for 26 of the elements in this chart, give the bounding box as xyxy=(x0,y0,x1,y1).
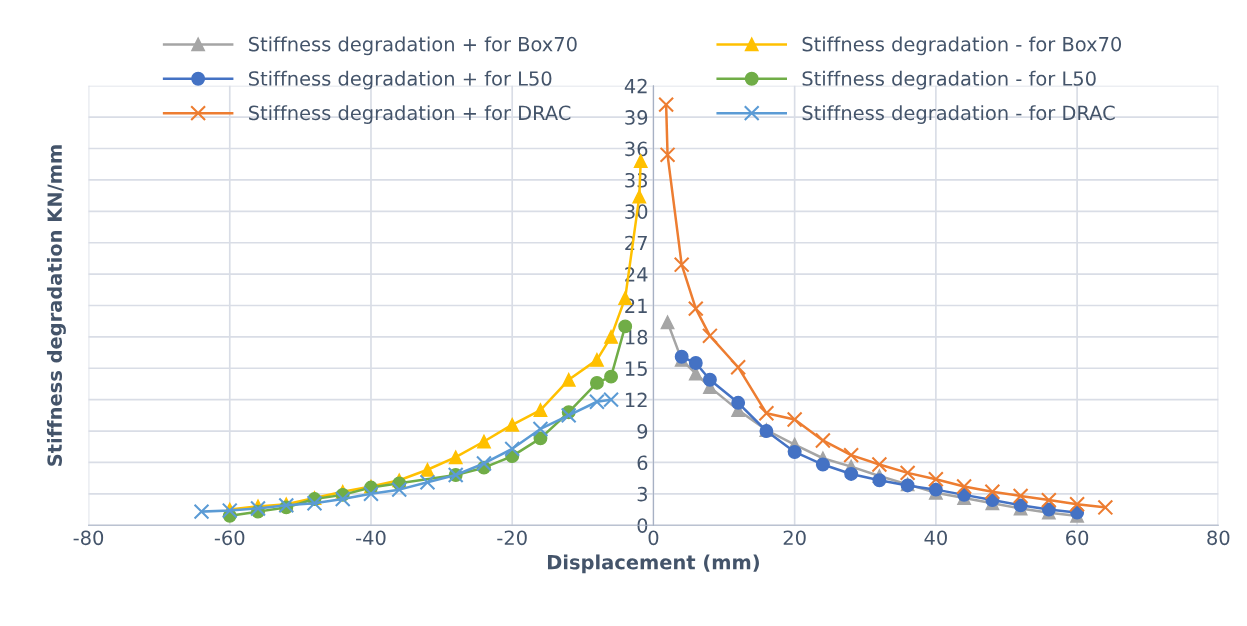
x-tick-label: -60 xyxy=(214,530,245,546)
legend-label: Stiffness degradation + for L50 xyxy=(248,70,552,90)
x-tick-label: 80 xyxy=(1207,530,1230,546)
legend-label: Stiffness degradation - for Box70 xyxy=(802,36,1122,56)
y-tick-label: 36 xyxy=(625,141,648,157)
legend-label: Stiffness degradation + for Box70 xyxy=(248,36,577,56)
y-tick-label: 3 xyxy=(637,486,648,502)
y-tick-label: 6 xyxy=(637,455,648,471)
x-tick-label: 20 xyxy=(783,530,806,546)
x-tick-label: -40 xyxy=(356,530,386,546)
x-tick-label: -80 xyxy=(73,530,104,546)
x-tick-label: 60 xyxy=(1066,530,1089,546)
y-tick-label: 15 xyxy=(625,361,647,376)
y-tick-label: 39 xyxy=(625,110,648,125)
y-tick-label: 0 xyxy=(637,518,648,533)
y-tick-label: 9 xyxy=(637,424,648,439)
x-tick-label: 40 xyxy=(924,530,947,546)
y-axis-title: Stiffness degradation KN/mm xyxy=(46,145,66,466)
legend-label: Stiffness degradation - for L50 xyxy=(802,70,1096,90)
x-axis-title: Displacement (mm) xyxy=(547,554,759,574)
legend-label: Stiffness degradation + for DRAC xyxy=(248,105,571,124)
x-tick-label: -20 xyxy=(497,530,527,546)
x-tick-label: 0 xyxy=(648,530,659,546)
y-tick-label: 12 xyxy=(625,392,647,408)
legend-label: Stiffness degradation - for DRAC xyxy=(802,105,1115,124)
y-tick-label: 42 xyxy=(624,78,647,94)
